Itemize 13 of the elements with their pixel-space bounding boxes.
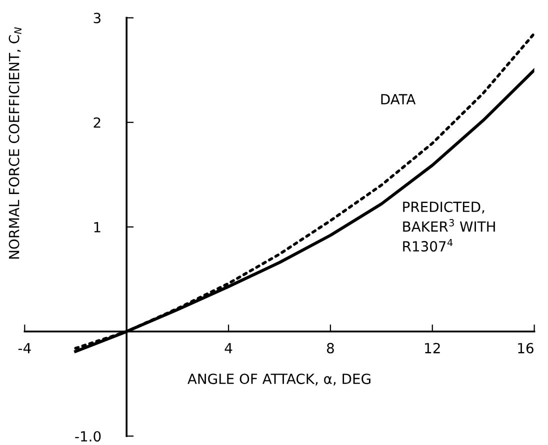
x-tick-label: 16 [518,342,534,354]
text: PREDICTED, BAKER$^{3}$ WITH R1307$^{4}$ [403,202,495,252]
y-tick-label: 1 [94,222,100,232]
y-tick-label: -1.0 [75,431,101,442]
y-tick-label: 2 [94,117,100,128]
y-axis-title: NORMAL FORCE COEFFICIENT, C$_{N}$ [8,27,22,259]
x-tick-label: 12 [425,342,440,354]
y-tick-label: 3 [94,12,100,24]
text: DATA [381,94,416,104]
x-tick-label: 8 [326,342,334,354]
x-axis-title: ANGLE OF ATTACK, α, DEG [188,374,370,386]
x-tick-label: -4 [18,343,31,354]
x-tick-label: 4 [224,343,232,354]
